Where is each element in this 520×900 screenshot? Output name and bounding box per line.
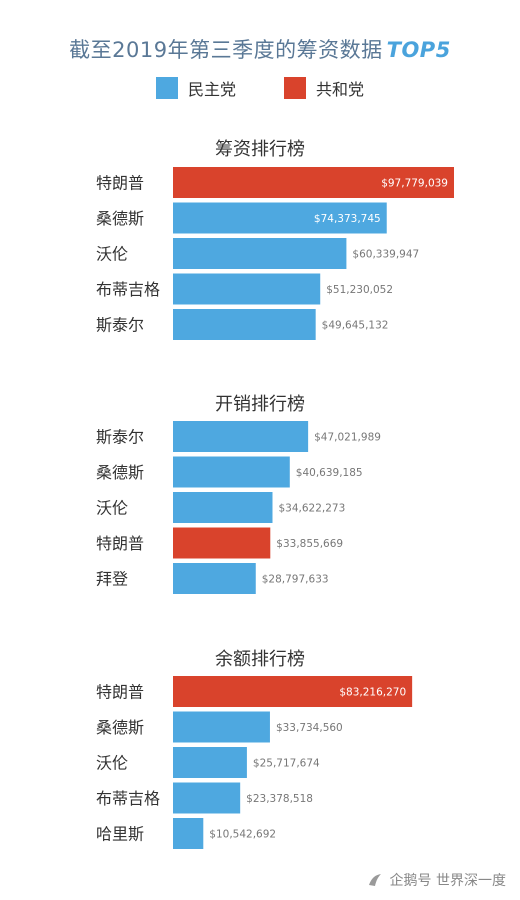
category-label: 沃伦 <box>96 499 128 518</box>
bar <box>173 527 271 559</box>
category-label: 沃伦 <box>96 245 128 264</box>
bar <box>173 492 273 523</box>
bar <box>173 563 256 594</box>
data-label: $25,717,674 <box>253 758 320 770</box>
data-label: $47,021,989 <box>314 432 381 444</box>
bar <box>173 456 290 488</box>
bar <box>173 273 321 305</box>
data-label: $28,797,633 <box>262 574 329 586</box>
category-label: 哈里斯 <box>96 825 144 844</box>
data-label: $49,645,132 <box>322 320 389 332</box>
legend-swatch-dem <box>155 77 178 99</box>
chart-title: 开销排行榜 <box>215 394 305 415</box>
category-label: 桑德斯 <box>96 209 144 228</box>
legend-item-dem: 民主党 <box>155 76 236 100</box>
bar <box>173 421 309 452</box>
bar <box>173 167 454 198</box>
footer-text: 企鹅号 世界深一度 <box>389 873 506 889</box>
bar <box>173 238 347 269</box>
legend-label-dem: 民主党 <box>187 80 236 99</box>
data-label: $51,230,052 <box>326 284 393 296</box>
category-label: 布蒂吉格 <box>96 280 160 299</box>
data-label: $83,216,270 <box>339 687 406 699</box>
category-label: 桑德斯 <box>96 718 144 737</box>
data-label: $33,855,669 <box>276 538 343 550</box>
title-tag: TOP5 <box>386 38 451 62</box>
footer: 企鹅号 世界深一度 <box>366 870 506 890</box>
category-label: 特朗普 <box>96 683 144 702</box>
legend: 民主党 共和党 <box>0 76 520 100</box>
page-title: 截至2019年第三季度的筹资数据 TOP5 <box>0 34 520 64</box>
legend-item-rep: 共和党 <box>284 76 364 100</box>
data-label: $10,542,692 <box>209 829 276 841</box>
category-label: 特朗普 <box>96 174 144 193</box>
data-label: $74,373,745 <box>314 213 381 225</box>
category-label: 桑德斯 <box>96 463 144 482</box>
category-label: 布蒂吉格 <box>96 789 160 808</box>
bar <box>173 747 247 778</box>
category-label: 沃伦 <box>96 754 128 773</box>
data-label: $97,779,039 <box>381 178 448 190</box>
title-main: 截至2019年第三季度的筹资数据 <box>69 38 383 62</box>
data-label: $33,734,560 <box>276 722 343 734</box>
bar <box>173 202 387 234</box>
chart-title: 余额排行榜 <box>215 649 305 670</box>
data-label: $60,339,947 <box>352 249 419 261</box>
bar <box>173 711 270 743</box>
bar <box>173 676 413 707</box>
bar <box>173 818 204 849</box>
bar <box>173 782 241 814</box>
legend-label-rep: 共和党 <box>316 80 365 99</box>
category-label: 特朗普 <box>96 534 144 553</box>
category-label: 拜登 <box>96 570 128 589</box>
chart-title: 筹资排行榜 <box>215 139 305 160</box>
bar <box>173 309 316 340</box>
data-label: $34,622,273 <box>278 503 345 515</box>
data-label: $23,378,518 <box>246 793 313 805</box>
category-label: 斯泰尔 <box>96 316 144 335</box>
legend-swatch-rep <box>284 77 306 99</box>
penguin-icon <box>368 874 381 886</box>
category-label: 斯泰尔 <box>96 428 144 447</box>
data-label: $40,639,185 <box>296 467 363 479</box>
